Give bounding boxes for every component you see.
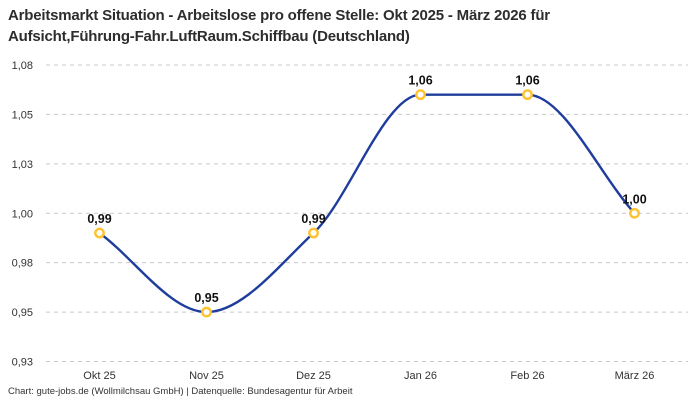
chart-title-line1: Arbeitsmarkt Situation - Arbeitslose pro… — [8, 7, 550, 24]
y-axis-tick-label: 1,03 — [12, 159, 33, 171]
data-point-label: 0,95 — [194, 291, 218, 305]
y-axis-tick-label: 0,93 — [12, 357, 33, 369]
data-point-label: 0,99 — [301, 212, 325, 226]
data-point-marker — [415, 89, 426, 101]
data-point-marker — [94, 227, 105, 239]
series-line — [98, 93, 636, 314]
data-point-label: 0,99 — [87, 212, 111, 226]
data-point-marker — [308, 227, 319, 239]
x-axis-tick-label: Dez 25 — [296, 370, 331, 382]
data-point-label: 1,06 — [515, 74, 539, 88]
data-point-label: 1,06 — [408, 74, 432, 88]
y-axis-tick-label: 1,08 — [12, 60, 33, 72]
x-axis-tick-label: Nov 25 — [189, 370, 224, 382]
chart-title: Arbeitsmarkt Situation - Arbeitslose pro… — [8, 5, 658, 47]
y-axis-tick-label: 0,98 — [12, 258, 33, 270]
chart-title-line2: Aufsicht,Führung-Fahr.LuftRaum.Schiffbau… — [8, 28, 410, 45]
data-point-marker — [201, 306, 212, 318]
x-axis-tick-label: Feb 26 — [510, 370, 544, 382]
y-axis-tick-label: 1,00 — [12, 208, 33, 220]
data-point-marker — [522, 89, 533, 101]
data-point-label: 1,00 — [622, 192, 646, 206]
x-axis-tick-label: Okt 25 — [83, 370, 115, 382]
y-axis-tick-label: 0,95 — [12, 307, 33, 319]
data-point-marker — [629, 207, 640, 219]
x-axis-tick-label: März 26 — [615, 370, 655, 382]
x-axis-tick-label: Jan 26 — [404, 370, 437, 382]
y-axis-tick-label: 1,05 — [12, 109, 33, 121]
chart-attribution: Chart: gute-jobs.de (Wollmilchsau GmbH) … — [8, 386, 353, 397]
